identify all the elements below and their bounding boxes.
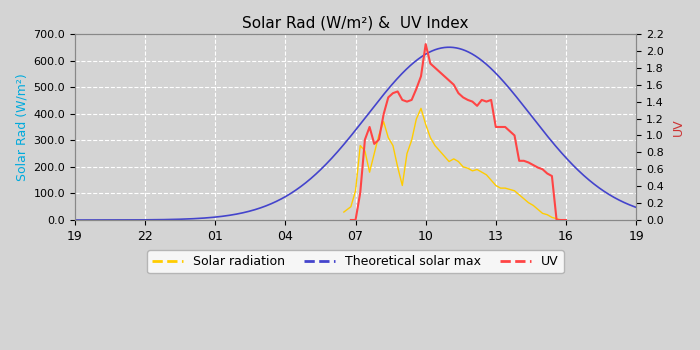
Legend: Solar radiation, Theoretical solar max, UV: Solar radiation, Theoretical solar max, … bbox=[147, 250, 564, 273]
Title: Solar Rad (W/m²) &  UV Index: Solar Rad (W/m²) & UV Index bbox=[242, 15, 469, 30]
Y-axis label: UV: UV bbox=[672, 118, 685, 136]
Y-axis label: Solar Rad (W/m²): Solar Rad (W/m²) bbox=[15, 73, 28, 181]
